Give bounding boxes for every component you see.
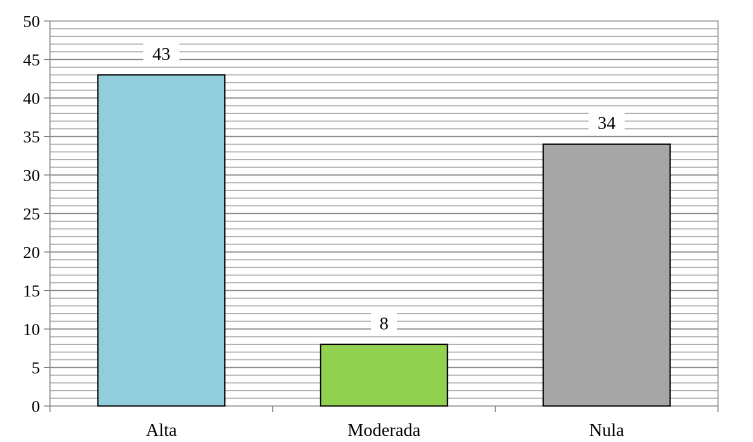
y-tick-label: 20 [23,243,40,262]
bar-moderada [319,343,449,407]
y-tick-label: 50 [23,12,40,31]
y-tick-label: 10 [23,320,40,339]
labels: 0 5 10 15 20 25 30 35 40 45 50 43 Alta 8 Moderada 34 Nul… [23,12,625,440]
data-label: 34 [598,113,616,133]
data-label: 8 [380,313,389,333]
y-tick-label: 35 [23,128,40,147]
data-label-background [371,312,397,335]
x-category-label: Alta [146,420,177,440]
y-tick-label: 0 [32,397,41,416]
bar-nula [542,143,671,407]
data-label: 43 [152,44,170,64]
bar-alta [97,74,226,407]
y-tick-label: 5 [32,359,41,378]
y-tick-label: 30 [23,166,40,185]
y-tick-label: 25 [23,205,40,224]
y-tick-label: 40 [23,89,40,108]
x-category-label: Moderada [348,420,421,440]
data-label-background [588,112,625,135]
data-label-background [143,42,180,65]
x-category-label: Nula [589,420,624,440]
y-tick-label: 15 [23,282,40,301]
bars [97,74,671,407]
y-tick-label: 45 [23,51,40,70]
